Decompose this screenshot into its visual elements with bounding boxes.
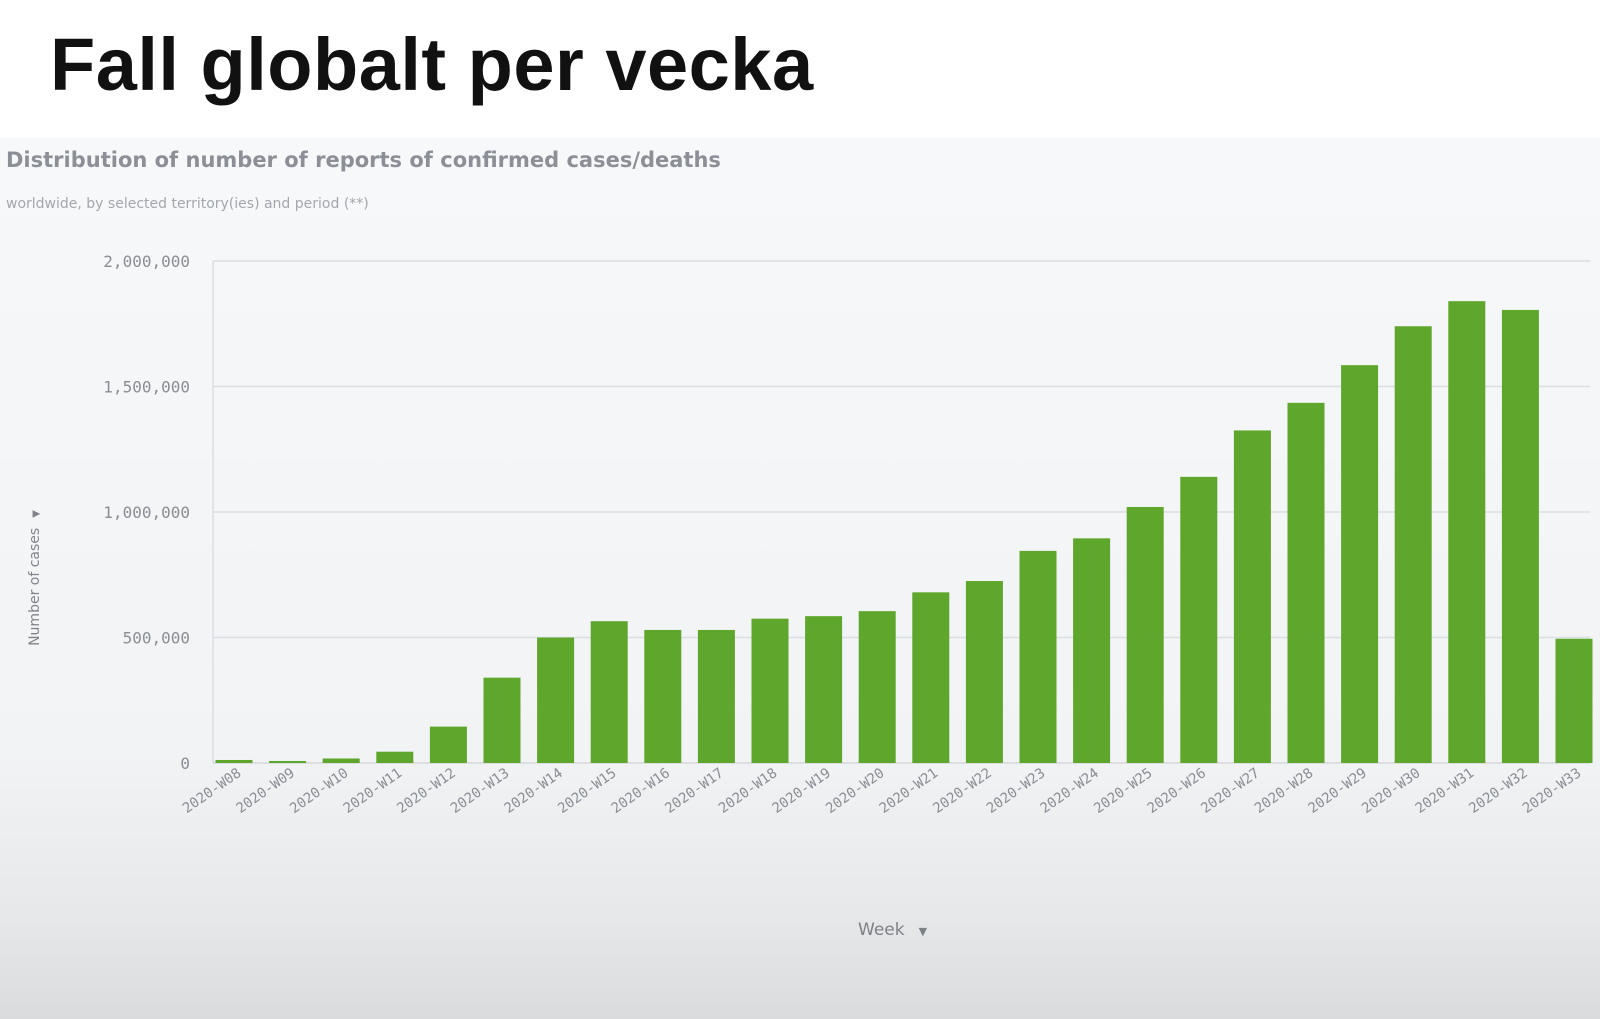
x-tick-label: 2020-W32 [1466, 765, 1530, 817]
x-tick-label: 2020-W09 [233, 765, 297, 817]
bar-2020-w29[interactable] [1341, 365, 1379, 763]
bar-2020-w16[interactable] [644, 629, 682, 763]
x-tick-label: 2020-W16 [609, 765, 673, 817]
x-tick-label: 2020-W11 [341, 765, 405, 817]
x-tick-label: 2020-W12 [394, 765, 458, 817]
chart-title: Distribution of number of reports of con… [6, 148, 721, 172]
bar-2020-w17[interactable] [697, 629, 735, 763]
bar-2020-w27[interactable] [1233, 430, 1271, 763]
bar-2020-w10[interactable] [322, 758, 360, 763]
x-tick-label: 2020-W30 [1359, 765, 1423, 817]
bar-2020-w28[interactable] [1287, 402, 1325, 763]
bar-2020-w09[interactable] [269, 760, 307, 763]
x-tick-label: 2020-W33 [1520, 765, 1584, 817]
x-tick-label: 2020-W14 [501, 765, 565, 817]
bar-2020-w19[interactable] [805, 616, 843, 763]
bar-2020-w26[interactable] [1180, 476, 1218, 763]
x-tick-label: 2020-W19 [769, 765, 833, 817]
bar-2020-w20[interactable] [858, 611, 896, 763]
bar-2020-w23[interactable] [1019, 550, 1057, 763]
bar-2020-w08[interactable] [215, 759, 253, 763]
x-tick-label: 2020-W17 [662, 765, 726, 817]
bar-2020-w22[interactable] [965, 581, 1003, 763]
bar-2020-w14[interactable] [537, 637, 575, 764]
x-axis-dropdown-icon[interactable]: ▼ [918, 925, 928, 938]
y-tick-label: 500,000 [123, 629, 190, 648]
x-tick-label: 2020-W10 [287, 765, 351, 817]
bar-2020-w21[interactable] [912, 592, 950, 763]
chart-subtitle: worldwide, by selected territory(ies) an… [6, 196, 369, 212]
x-tick-label: 2020-W31 [1413, 765, 1477, 817]
bar-2020-w12[interactable] [429, 726, 467, 763]
x-tick-label: 2020-W18 [716, 765, 780, 817]
bar-2020-w25[interactable] [1126, 506, 1164, 763]
y-tick-label: 1,500,000 [103, 378, 190, 397]
x-tick-label: 2020-W21 [877, 765, 941, 817]
bar-2020-w15[interactable] [590, 621, 628, 763]
y-tick-label: 0 [180, 754, 190, 773]
chart-panel: Distribution of number of reports of con… [0, 138, 1600, 1019]
bar-2020-w11[interactable] [376, 751, 414, 763]
bar-2020-w24[interactable] [1073, 538, 1111, 763]
bar-chart-plot: 0 500,000 1,000,000 1,500,000 2,000,000 2020-… [103, 252, 1593, 817]
bar-2020-w33[interactable] [1555, 638, 1593, 763]
x-axis-label-text: Week [858, 920, 905, 940]
bar-2020-w13[interactable] [483, 677, 521, 763]
x-tick-label: 2020-W26 [1145, 765, 1209, 817]
x-tick-label: 2020-W28 [1252, 765, 1316, 817]
x-tick-label: 2020-W20 [823, 765, 887, 817]
bar-2020-w32[interactable] [1501, 309, 1539, 763]
x-tick-label: 2020-W15 [555, 765, 619, 817]
y-tick-label: 2,000,000 [103, 252, 190, 271]
x-tick-label: 2020-W23 [984, 765, 1048, 817]
x-axis-label[interactable]: Week ▼ [858, 920, 927, 940]
bar-2020-w18[interactable] [751, 618, 789, 763]
x-tick-label: 2020-W24 [1037, 765, 1101, 817]
bar-2020-w30[interactable] [1394, 326, 1432, 763]
x-tick-label: 2020-W13 [448, 765, 512, 817]
bar-2020-w31[interactable] [1448, 301, 1486, 763]
slide-title: Fall globalt per vecka [50, 23, 814, 106]
x-tick-label: 2020-W22 [930, 765, 994, 817]
x-tick-label: 2020-W27 [1198, 765, 1262, 817]
x-tick-label: 2020-W29 [1305, 765, 1369, 817]
y-tick-label: 1,000,000 [103, 503, 190, 522]
x-tick-label: 2020-W25 [1091, 765, 1155, 817]
